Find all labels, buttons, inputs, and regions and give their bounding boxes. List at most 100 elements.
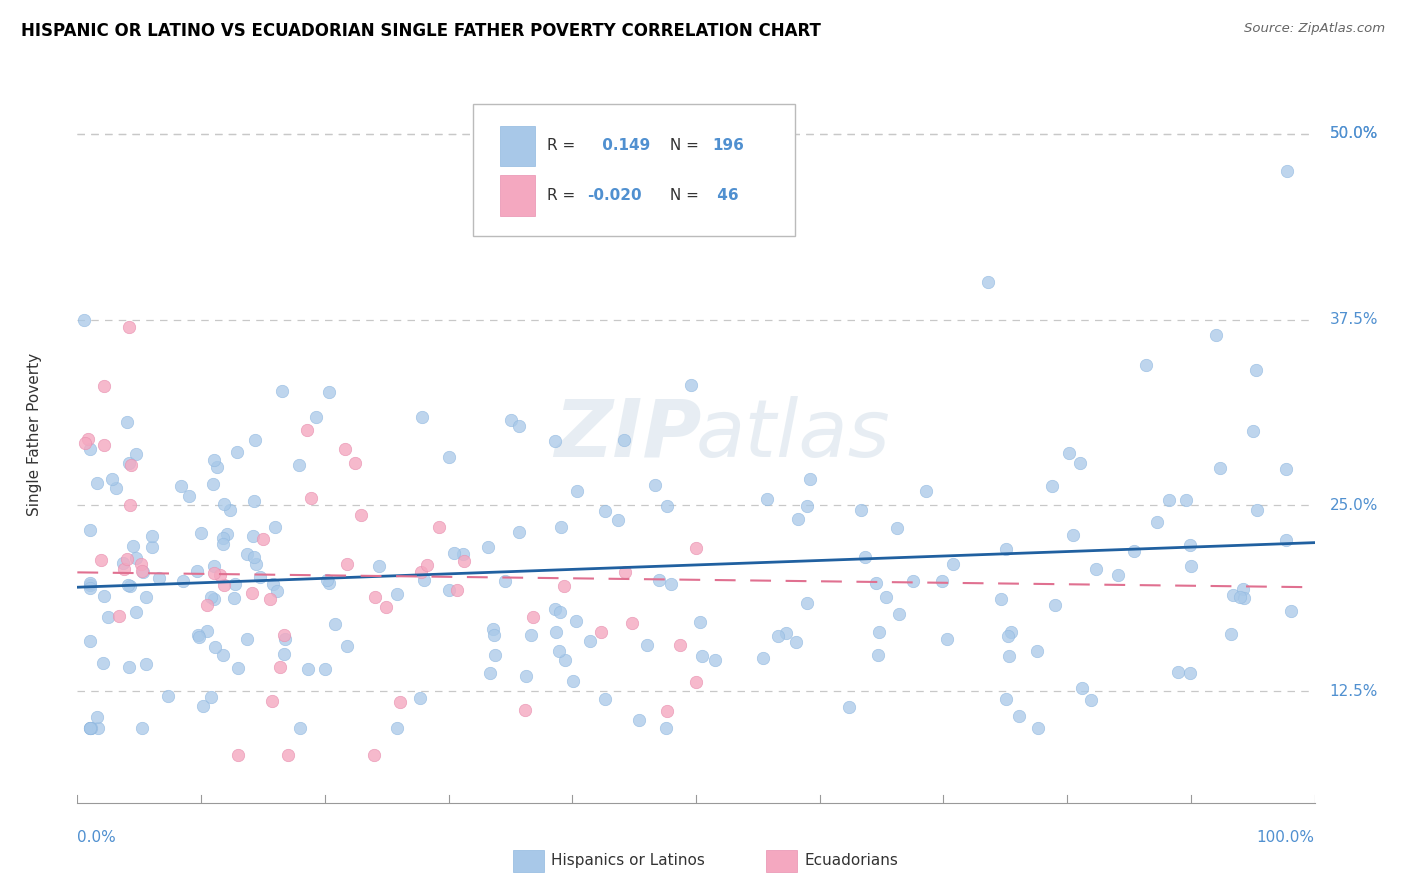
Point (554, 653, 576, 667)
Point (1180, 558, 1202, 573)
Point (995, 541, 1018, 556)
Point (179, 489, 201, 503)
Point (796, 500, 818, 514)
Text: 12.5%: 12.5% (1330, 684, 1378, 698)
Point (903, 574, 925, 588)
Point (200, 690, 222, 704)
Point (156, 690, 179, 704)
Point (288, 458, 311, 472)
Point (202, 453, 225, 467)
Point (112, 562, 135, 576)
Point (995, 692, 1018, 706)
Point (249, 569, 271, 583)
Point (1220, 627, 1243, 641)
Point (520, 628, 543, 642)
Point (766, 629, 789, 643)
Point (79, 722, 101, 736)
Point (689, 615, 711, 630)
Point (453, 554, 475, 568)
Text: N =: N = (665, 188, 704, 203)
Point (1205, 327, 1227, 342)
Point (1107, 568, 1129, 582)
Point (297, 662, 319, 676)
Point (208, 567, 231, 582)
Point (976, 275, 998, 289)
Point (1274, 462, 1296, 476)
Point (125, 605, 148, 619)
Point (262, 693, 284, 707)
Point (1229, 591, 1251, 605)
Point (236, 632, 259, 646)
Point (1026, 722, 1049, 736)
Point (79, 634, 101, 648)
Point (886, 520, 908, 534)
Point (451, 547, 474, 561)
Point (515, 703, 537, 717)
FancyBboxPatch shape (474, 103, 794, 236)
Point (134, 657, 156, 671)
Point (484, 648, 506, 663)
Point (187, 628, 209, 642)
Text: atlas: atlas (696, 396, 891, 474)
Point (1275, 533, 1298, 547)
Point (243, 550, 266, 565)
Point (648, 573, 671, 587)
Point (620, 616, 643, 631)
Text: 50.0%: 50.0% (1330, 127, 1378, 141)
Point (112, 556, 135, 570)
Point (197, 598, 219, 612)
Point (1069, 456, 1091, 470)
Point (427, 520, 450, 534)
Point (343, 456, 366, 470)
Point (787, 512, 810, 526)
Point (508, 418, 530, 433)
Point (120, 458, 142, 473)
Point (252, 532, 274, 546)
Point (1000, 625, 1022, 640)
Point (195, 624, 218, 638)
Text: HISPANIC OR LATINO VS ECUADORIAN SINGLE FATHER POVERTY CORRELATION CHART: HISPANIC OR LATINO VS ECUADORIAN SINGLE … (21, 22, 821, 40)
Point (593, 692, 616, 706)
Point (118, 320, 141, 334)
Point (186, 564, 208, 578)
Point (72, 312, 94, 326)
Point (785, 634, 807, 648)
Text: R =: R = (547, 138, 581, 153)
Point (75, 436, 97, 450)
Point (190, 525, 212, 540)
Point (851, 503, 873, 517)
Point (494, 574, 516, 589)
Point (657, 500, 679, 514)
Point (914, 484, 936, 499)
Point (627, 713, 650, 727)
Point (1209, 461, 1232, 475)
Point (240, 586, 263, 600)
Point (117, 578, 139, 592)
Point (121, 540, 143, 554)
Point (613, 433, 636, 447)
Point (479, 665, 502, 680)
Point (80, 722, 103, 736)
Point (389, 695, 412, 709)
Point (91, 656, 114, 670)
Point (79, 581, 101, 595)
Point (191, 698, 214, 713)
Point (482, 622, 505, 636)
Point (323, 617, 346, 632)
Point (775, 626, 797, 640)
Point (97, 610, 120, 624)
Text: Ecuadorians: Ecuadorians (804, 854, 898, 868)
Text: N =: N = (665, 138, 704, 153)
Point (482, 628, 505, 642)
Point (385, 587, 408, 601)
Point (669, 638, 692, 652)
Point (998, 649, 1021, 664)
Point (614, 565, 637, 579)
Point (931, 574, 953, 588)
Point (101, 472, 124, 486)
Point (202, 558, 225, 573)
Point (211, 648, 233, 663)
Text: R =: R = (547, 188, 581, 203)
Point (1178, 538, 1201, 552)
Text: -0.020: -0.020 (588, 188, 641, 203)
